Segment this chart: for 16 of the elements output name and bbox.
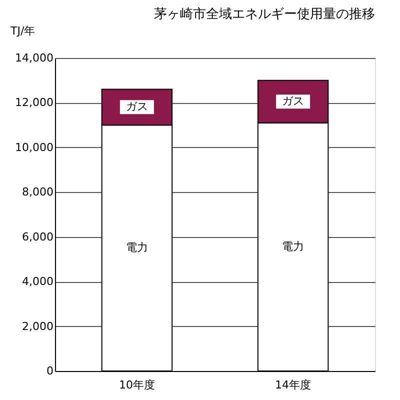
y-tick-label: 0 — [46, 364, 54, 378]
x-tick-label: 14年度 — [275, 378, 312, 392]
y-tick-label: 12,000 — [15, 96, 54, 110]
y-axis-title: TJ/年 — [10, 24, 36, 38]
text: 電力 — [282, 240, 304, 253]
series-label: 電力 — [126, 241, 148, 254]
y-tick-label: 2,000 — [22, 320, 54, 333]
y-tick-label: 10,000 — [15, 140, 54, 154]
x-tick-label: 10年度 — [118, 378, 155, 392]
y-tick-label: 4,000 — [22, 275, 54, 288]
series-label: ガス — [126, 100, 148, 114]
text: ガス — [282, 94, 304, 108]
y-tick-label: 6,000 — [22, 230, 54, 244]
chart-title: 茅ヶ崎市全域エネルギー使用量の推移 — [154, 7, 375, 22]
y-tick-label: 8,000 — [22, 186, 54, 199]
y-tick-label: 14,000 — [15, 52, 54, 64]
